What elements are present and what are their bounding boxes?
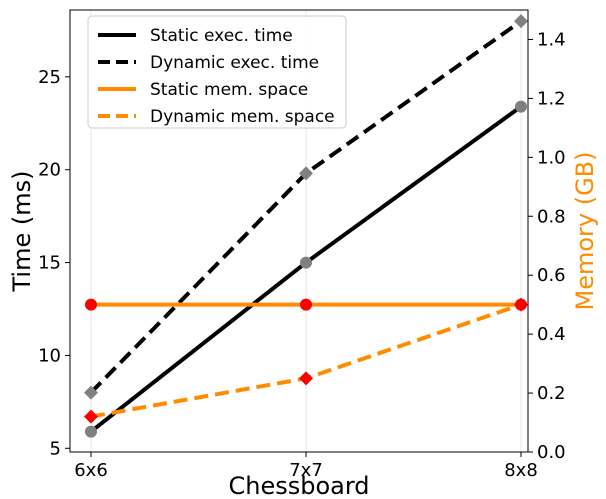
left-tick-label: 25 [38, 67, 61, 88]
y-axis-right-label: Memory (GB) [571, 151, 599, 310]
right-tick-label: 0.8 [537, 206, 566, 227]
legend: Static exec. time Dynamic exec. time Stati… [87, 15, 347, 129]
legend-entry-3: Dynamic mem. space [150, 107, 335, 127]
left-tick-label: 5 [50, 438, 61, 459]
x-axis-ticks: 6x6 7x7 8x8 [74, 452, 538, 481]
right-tick-label: 1.2 [537, 88, 566, 109]
series-layer [84, 14, 528, 438]
legend-entry-0: Static exec. time [150, 26, 293, 46]
legend-entry-2: Static mem. space [150, 80, 308, 100]
series-3-point-0 [84, 409, 98, 424]
x-tick-label: 8x8 [504, 460, 538, 481]
series-0-point-2 [515, 100, 527, 113]
series-0-point-0 [85, 425, 97, 438]
right-tick-label: 1.0 [537, 147, 566, 168]
left-tick-label: 10 [38, 345, 61, 366]
legend-box [87, 15, 347, 129]
right-axis-ticks: 0.0 0.2 0.4 0.6 0.8 1.0 1.2 1.4 [528, 29, 566, 463]
right-tick-label: 0.4 [537, 324, 566, 345]
series-0-point-1 [300, 256, 312, 269]
legend-entry-1: Dynamic exec. time [150, 53, 319, 73]
right-tick-label: 0.2 [537, 383, 566, 404]
series-2-point-0 [85, 298, 97, 311]
series-2-point-1 [300, 298, 312, 311]
right-tick-label: 0.6 [537, 265, 566, 286]
left-tick-label: 20 [38, 160, 61, 181]
plot-frame [69, 9, 529, 453]
x-tick-label: 7x7 [289, 460, 323, 481]
right-tick-label: 1.4 [537, 29, 566, 50]
x-tick-label: 6x6 [74, 460, 108, 481]
left-axis-ticks: 5 10 15 20 25 [38, 67, 70, 459]
right-tick-label: 0.0 [537, 442, 566, 463]
series-1-point-2 [514, 14, 528, 29]
series-1-point-1 [299, 166, 313, 181]
x-axis-label: Chessboard [228, 472, 369, 499]
series-1-point-0 [84, 385, 98, 400]
series-3-point-2 [514, 297, 528, 312]
y-axis-left-label: Time (ms) [8, 171, 36, 293]
left-tick-label: 15 [38, 253, 61, 274]
series-3-point-1 [299, 371, 313, 386]
